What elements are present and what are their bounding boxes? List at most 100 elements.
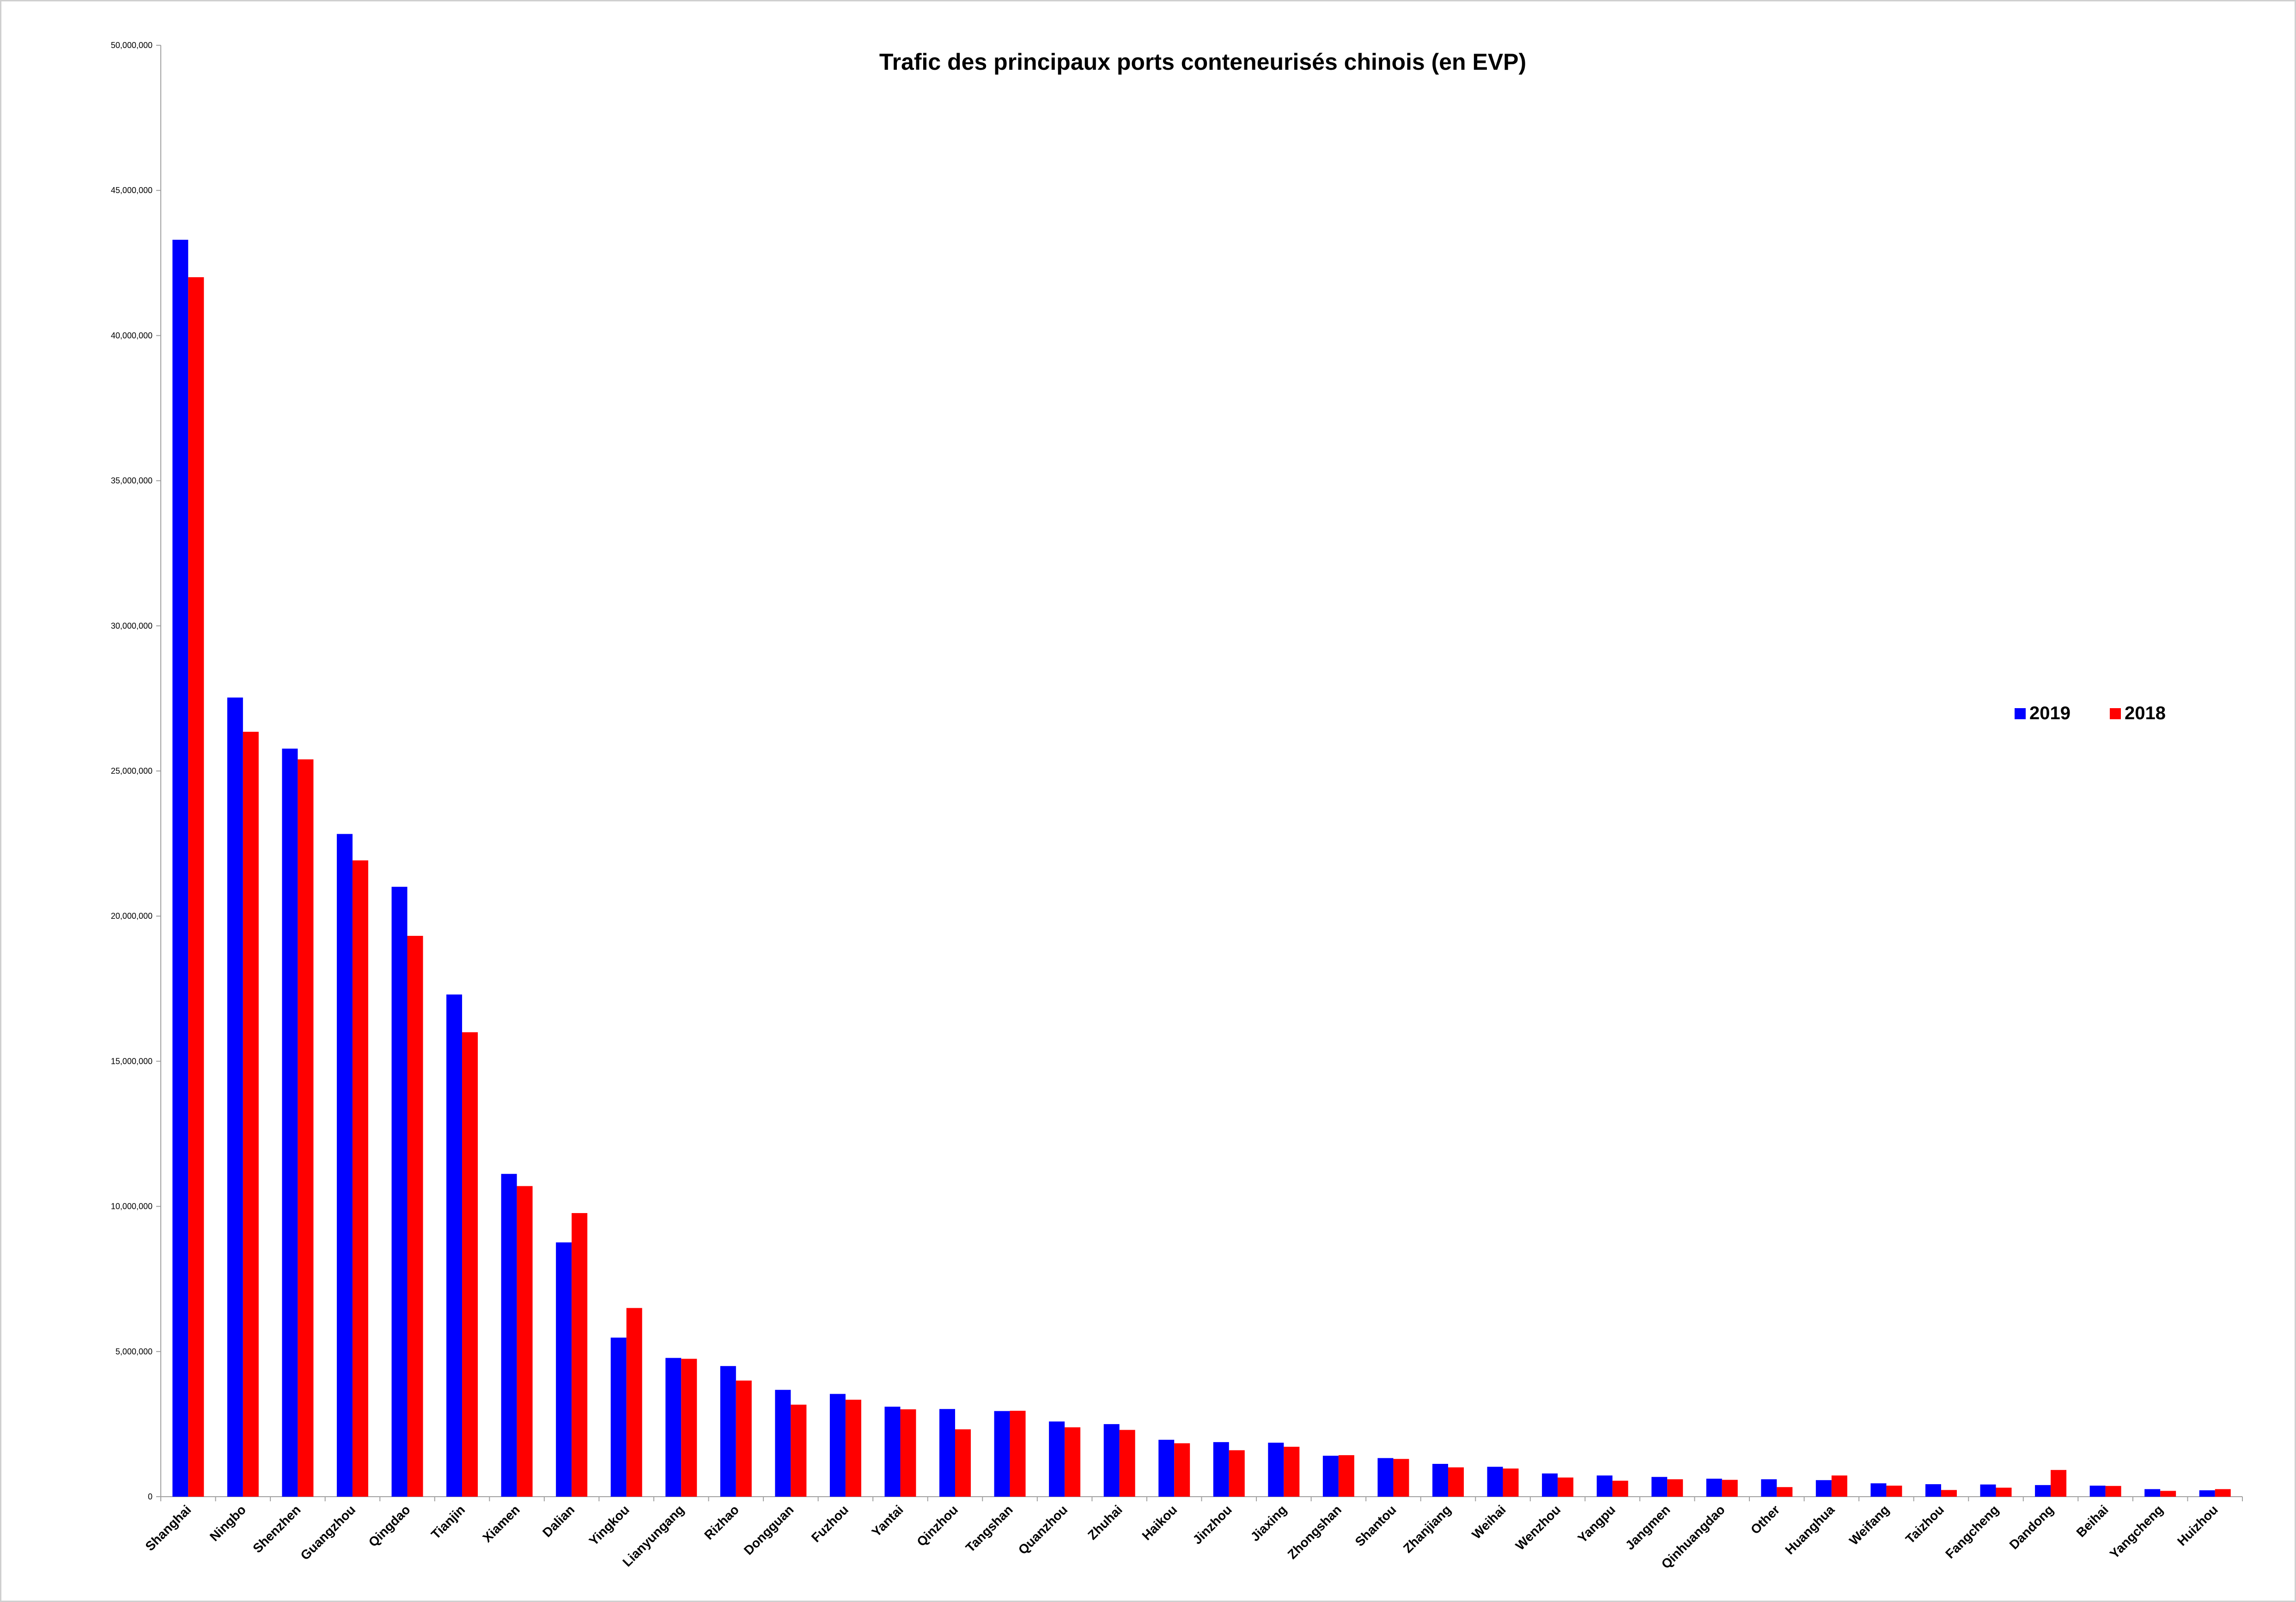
bar-2018-shanghai bbox=[188, 277, 204, 1497]
bar-2019-jinzhou bbox=[1213, 1442, 1229, 1497]
y-tick-label: 10,000,000 bbox=[111, 1202, 152, 1211]
bar-2018-beihai bbox=[2105, 1486, 2121, 1497]
bar-2019-haikou bbox=[1158, 1439, 1175, 1497]
bar-2019-yangpu bbox=[1596, 1475, 1613, 1497]
bar-2019-quanzhou bbox=[1049, 1421, 1065, 1497]
bar-2018-fangcheng bbox=[1996, 1487, 2012, 1497]
y-tick-label: 50,000,000 bbox=[111, 41, 152, 50]
bar-2019-taizhou bbox=[1925, 1484, 1941, 1497]
bar-2019-xiamen bbox=[501, 1174, 517, 1497]
x-tick-label: Dandong bbox=[2007, 1502, 2057, 1552]
x-tick-label: Zhongshan bbox=[1285, 1502, 1345, 1562]
x-tick-label: Jinzhou bbox=[1190, 1502, 1235, 1547]
bar-2018-jinzhou bbox=[1229, 1450, 1245, 1497]
y-axis: 0 5,000,000 10,000,000 15,000,000 20,000,000… bbox=[111, 41, 161, 1501]
bar-2018-huanghua bbox=[1831, 1475, 1847, 1497]
x-tick-label: Other bbox=[1748, 1502, 1783, 1537]
bar-2018-rizhao bbox=[736, 1380, 752, 1497]
chart-title: Trafic des principaux ports conteneurisé… bbox=[879, 49, 1526, 75]
x-tick-label: Rizhao bbox=[701, 1502, 742, 1542]
bar-2019-rizhao bbox=[720, 1366, 736, 1497]
x-tick-label: Qinzhou bbox=[914, 1502, 961, 1549]
x-tick-label: Quanzhou bbox=[1016, 1502, 1071, 1557]
x-tick-label: Fangcheng bbox=[1943, 1502, 2002, 1561]
bar-2018-huizhou bbox=[2215, 1489, 2231, 1497]
bar-2019-fuzhou bbox=[829, 1394, 846, 1497]
x-tick-label: Shantou bbox=[1352, 1502, 1399, 1549]
bar-2018-other bbox=[1777, 1487, 1793, 1497]
bar-2018-zhuhai bbox=[1119, 1430, 1135, 1497]
bar-2019-ningbo bbox=[227, 698, 243, 1497]
x-tick-label: Yantai bbox=[869, 1502, 906, 1539]
bar-2018-shantou bbox=[1393, 1459, 1409, 1497]
x-tick-label: Dalian bbox=[540, 1502, 577, 1540]
x-tick-label: Yingkou bbox=[586, 1502, 632, 1548]
x-tick-label: Jangmen bbox=[1623, 1502, 1673, 1553]
legend-label-2019: 2019 bbox=[2029, 703, 2071, 723]
bar-2018-jiaxing bbox=[1284, 1446, 1300, 1497]
bar-2018-taizhou bbox=[1941, 1490, 1957, 1497]
bar-2018-qingdao bbox=[407, 935, 423, 1497]
x-tick-label: Zhuhai bbox=[1085, 1502, 1125, 1542]
bar-2018-yangpu bbox=[1612, 1481, 1628, 1497]
bar-2018-dongguan bbox=[791, 1404, 807, 1497]
bar-2019-tangshan bbox=[994, 1411, 1010, 1497]
bar-2018-guangzhou bbox=[352, 860, 368, 1497]
bar-2019-yangcheng bbox=[2144, 1489, 2161, 1497]
bar-2019-lianyungang bbox=[665, 1358, 682, 1497]
x-tick-label: Beihai bbox=[2074, 1502, 2111, 1540]
x-tick-label: Yangcheng bbox=[2107, 1502, 2166, 1561]
bar-2019-huizhou bbox=[2199, 1490, 2215, 1497]
bar-2019-qinzhou bbox=[939, 1409, 956, 1497]
bar-2019-dalian bbox=[556, 1242, 572, 1497]
bar-2019-zhanjiang bbox=[1432, 1463, 1448, 1497]
legend-swatch-2018 bbox=[2110, 708, 2121, 719]
bar-2019-other bbox=[1761, 1479, 1777, 1497]
y-tick-label: 30,000,000 bbox=[111, 621, 152, 631]
x-tick-label: Taizhou bbox=[1903, 1502, 1947, 1546]
bar-2018-qinzhou bbox=[955, 1429, 971, 1497]
x-tick-label: Shenzhen bbox=[250, 1502, 303, 1555]
x-tick-label: Weihai bbox=[1469, 1502, 1508, 1541]
bar-2019-weifang bbox=[1870, 1483, 1887, 1497]
bar-2019-beihai bbox=[2089, 1486, 2106, 1497]
y-tick-label: 35,000,000 bbox=[111, 476, 152, 485]
bar-2019-qinhuangdao bbox=[1706, 1479, 1722, 1497]
bar-2019-weihai bbox=[1487, 1467, 1503, 1497]
y-tick-label: 0 bbox=[148, 1492, 152, 1501]
bar-2018-zhanjiang bbox=[1448, 1467, 1464, 1497]
bar-2018-shenzhen bbox=[298, 759, 314, 1497]
bar-2019-shenzhen bbox=[282, 748, 298, 1497]
x-tick-label: Weifang bbox=[1846, 1502, 1892, 1548]
x-tick-label: Ningbo bbox=[207, 1502, 249, 1544]
x-tick-label: Yangpu bbox=[1575, 1502, 1618, 1545]
x-tick-label: Zhanjiang bbox=[1401, 1502, 1454, 1555]
x-tick-label: Wenzhou bbox=[1513, 1502, 1564, 1553]
y-tick-label: 5,000,000 bbox=[116, 1347, 152, 1356]
x-tick-label: Haikou bbox=[1139, 1502, 1180, 1543]
bar-2019-shanghai bbox=[172, 240, 189, 1497]
x-tick-label: Huizhou bbox=[2174, 1502, 2221, 1548]
bar-2018-lianyungang bbox=[681, 1359, 697, 1497]
bar-2018-ningbo bbox=[243, 732, 259, 1497]
bar-2018-yingkou bbox=[626, 1308, 642, 1497]
bar-2018-xiamen bbox=[517, 1186, 533, 1497]
bars bbox=[172, 240, 2231, 1497]
bar-2018-quanzhou bbox=[1065, 1427, 1081, 1497]
y-tick-label: 25,000,000 bbox=[111, 766, 152, 776]
bar-2019-guangzhou bbox=[336, 834, 353, 1497]
bar-2019-wenzhou bbox=[1542, 1473, 1558, 1497]
x-tick-label: Shanghai bbox=[142, 1502, 194, 1553]
bar-2018-zhongshan bbox=[1338, 1455, 1354, 1497]
bar-2018-tangshan bbox=[1010, 1410, 1026, 1497]
x-tick-label: Qingdao bbox=[366, 1502, 413, 1549]
bar-2018-jangmen bbox=[1667, 1479, 1683, 1497]
bar-2019-shantou bbox=[1377, 1458, 1394, 1497]
y-tick-label: 15,000,000 bbox=[111, 1056, 152, 1066]
bar-2019-huanghua bbox=[1815, 1480, 1832, 1497]
x-tick-label: Tianjin bbox=[428, 1502, 468, 1541]
legend: 2019 2018 bbox=[2015, 703, 2166, 723]
bar-2018-tianjin bbox=[462, 1032, 478, 1497]
